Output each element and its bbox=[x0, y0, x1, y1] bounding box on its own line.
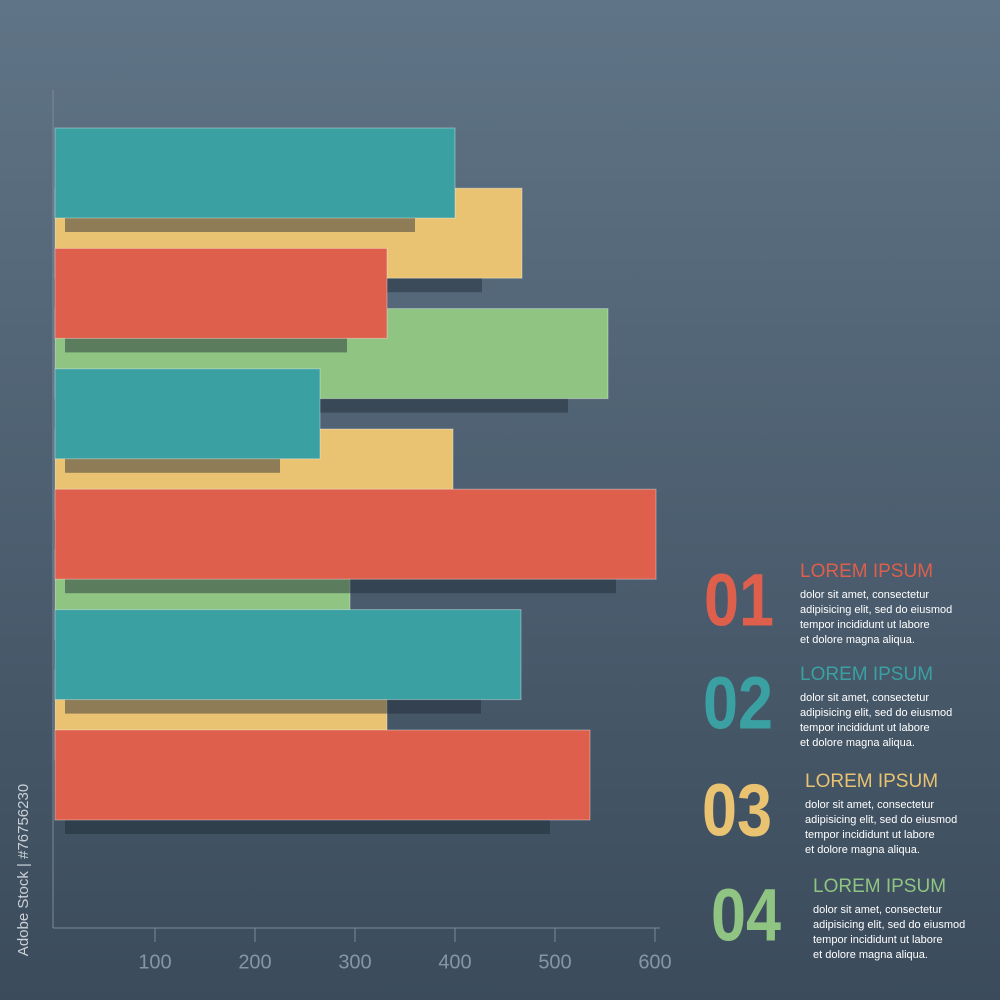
legend-text: adipisicing elit, sed do eiusmod bbox=[813, 919, 965, 931]
legend-text: adipisicing elit, sed do eiusmod bbox=[800, 604, 952, 616]
legend-text: adipisicing elit, sed do eiusmod bbox=[800, 707, 952, 719]
legend-text: tempor incididunt ut labore bbox=[800, 619, 930, 631]
legend-text: dolor sit amet, consectetur bbox=[800, 692, 929, 704]
legend-text: adipisicing elit, sed do eiusmod bbox=[805, 814, 957, 826]
legend-title: LOREM IPSUM bbox=[800, 664, 933, 685]
legend-text: et dolore magna aliqua. bbox=[813, 949, 928, 961]
legend-title: LOREM IPSUM bbox=[813, 876, 946, 897]
bar bbox=[54, 609, 522, 701]
x-tick-label: 300 bbox=[338, 951, 371, 973]
legend-text: et dolore magna aliqua. bbox=[805, 844, 920, 856]
x-tick-label: 100 bbox=[138, 951, 171, 973]
legend-text: tempor incididunt ut labore bbox=[813, 934, 943, 946]
bar bbox=[54, 488, 657, 580]
legend-number: 02 bbox=[703, 662, 773, 745]
legend-title: LOREM IPSUM bbox=[805, 771, 938, 792]
legend-title: LOREM IPSUM bbox=[800, 561, 933, 582]
legend-number: 01 bbox=[704, 559, 774, 642]
legend-text: dolor sit amet, consectetur bbox=[813, 904, 942, 916]
bar bbox=[54, 247, 388, 339]
legend-text: dolor sit amet, consectetur bbox=[800, 589, 929, 601]
bar bbox=[54, 368, 321, 460]
legend: 01 LOREM IPSUM dolor sit amet, consectetur… bbox=[702, 559, 965, 961]
legend-number: 03 bbox=[702, 769, 772, 852]
legend-text: tempor incididunt ut labore bbox=[800, 722, 930, 734]
legend-text: dolor sit amet, consectetur bbox=[805, 799, 934, 811]
legend-text: tempor incididunt ut labore bbox=[805, 829, 935, 841]
bar bbox=[54, 729, 591, 821]
stock-id: Adobe Stock | #76756230 bbox=[15, 784, 32, 956]
x-tick-label: 200 bbox=[238, 951, 271, 973]
bars bbox=[54, 127, 657, 834]
legend-number: 04 bbox=[711, 874, 781, 957]
axis: 100 200 300 400 500 600 bbox=[138, 928, 672, 973]
x-tick-label: 600 bbox=[638, 951, 671, 973]
bar bbox=[54, 127, 456, 219]
legend-text: et dolore magna aliqua. bbox=[800, 634, 915, 646]
x-tick-label: 400 bbox=[438, 951, 471, 973]
x-tick-label: 500 bbox=[538, 951, 571, 973]
legend-text: et dolore magna aliqua. bbox=[800, 737, 915, 749]
